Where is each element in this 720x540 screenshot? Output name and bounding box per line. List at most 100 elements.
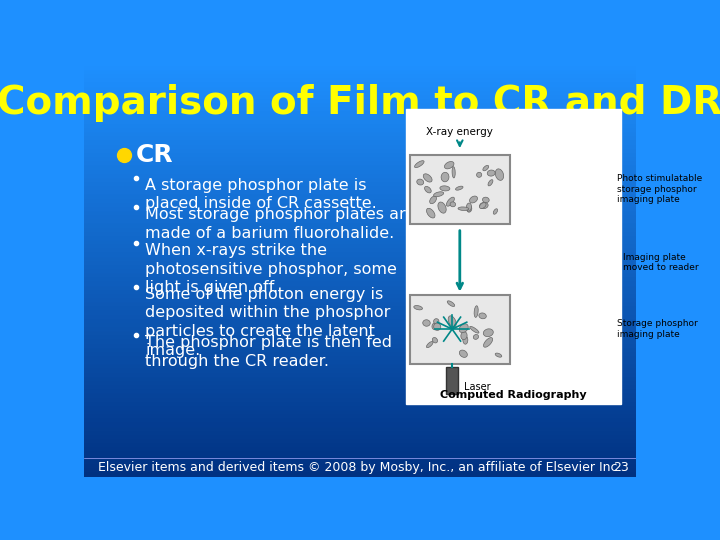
Bar [84,204,636,208]
Ellipse shape [458,207,469,211]
Text: X-ray energy: X-ray energy [426,127,493,137]
Bar [84,258,636,262]
Bar [84,63,636,67]
Bar [84,249,636,253]
Bar [84,287,636,291]
Bar [84,320,636,324]
Ellipse shape [452,167,455,178]
Bar [84,369,636,374]
Bar [84,262,636,266]
Bar [84,448,636,453]
Ellipse shape [484,338,492,347]
Bar [84,345,636,349]
Text: A storage phosphor plate is
placed inside of CR cassette.: A storage phosphor plate is placed insid… [145,178,377,212]
Bar [84,187,636,191]
Text: Computed Radiography: Computed Radiography [440,390,587,400]
Bar [84,473,636,477]
Ellipse shape [479,313,486,319]
Bar [84,237,636,241]
Bar [84,324,636,328]
Bar [84,291,636,295]
Bar [84,295,636,299]
Bar [84,171,636,174]
Text: Imaging plate
moved to reader: Imaging plate moved to reader [623,253,698,272]
Bar [84,278,636,282]
Ellipse shape [438,202,446,213]
Bar [84,407,636,411]
Ellipse shape [448,316,456,327]
Ellipse shape [495,353,502,357]
Bar [84,307,636,312]
Bar [84,394,636,399]
Bar [84,353,636,357]
Ellipse shape [473,334,479,339]
Bar [84,374,636,378]
Bar [84,456,636,461]
Text: Elsevier items and derived items © 2008 by Mosby, Inc., an affiliate of Elsevier: Elsevier items and derived items © 2008 … [98,461,622,474]
Ellipse shape [483,329,493,336]
Bar [84,428,636,431]
Bar [84,92,636,96]
Bar [84,129,636,133]
FancyBboxPatch shape [410,155,510,224]
Bar [84,444,636,448]
Bar [84,253,636,258]
Ellipse shape [480,202,488,208]
Bar [84,386,636,390]
Ellipse shape [450,202,456,207]
Bar [84,154,636,158]
Bar [84,146,636,150]
Bar [84,208,636,212]
Bar [84,465,636,469]
Bar [84,162,636,166]
Bar [84,166,636,171]
Bar [84,299,636,303]
Bar [84,133,636,137]
Ellipse shape [463,336,468,344]
Ellipse shape [480,202,486,208]
Bar [84,199,636,204]
Bar [84,336,636,341]
Bar [84,75,636,79]
Ellipse shape [477,172,482,177]
Ellipse shape [432,338,438,343]
Ellipse shape [461,332,467,340]
Bar [84,382,636,386]
Ellipse shape [433,323,441,330]
Bar [84,431,636,436]
Bar [84,179,636,183]
Bar [84,390,636,394]
Text: When x-rays strike the
photosensitive phosphor, some
light is given off.: When x-rays strike the photosensitive ph… [145,243,397,295]
Ellipse shape [423,320,431,326]
Text: CR: CR [136,143,174,167]
Bar [84,195,636,199]
Ellipse shape [441,172,449,182]
Bar [84,403,636,407]
Text: Storage phosphor
imaging plate: Storage phosphor imaging plate [617,320,698,339]
Bar [84,357,636,361]
Bar [84,453,636,456]
Bar [84,96,636,100]
Bar [84,125,636,129]
Bar [84,233,636,237]
Ellipse shape [474,306,478,318]
Bar [84,220,636,225]
Bar [84,112,636,117]
FancyBboxPatch shape [446,368,458,394]
Bar [84,270,636,274]
Bar [84,312,636,315]
Ellipse shape [426,208,435,218]
Bar [84,469,636,473]
Ellipse shape [433,192,444,197]
Bar [84,461,636,465]
Bar [84,282,636,287]
Ellipse shape [467,203,472,211]
Bar [84,274,636,278]
Bar [84,349,636,353]
Bar [84,121,636,125]
Text: Some of the photon energy is
deposited within the phosphor
particles to create t: Some of the photon energy is deposited w… [145,287,390,357]
Text: Laser: Laser [464,382,490,392]
Ellipse shape [456,186,463,190]
Bar [84,100,636,104]
Text: Most storage phosphor plates are
made of a barium fluorohalide.: Most storage phosphor plates are made of… [145,207,415,241]
